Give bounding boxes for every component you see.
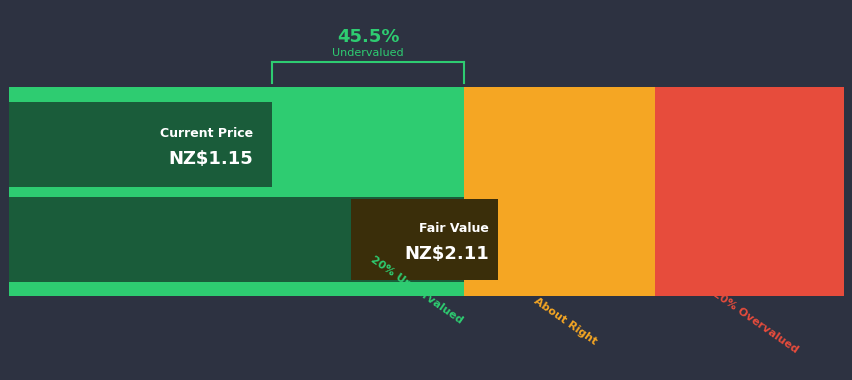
- Text: Current Price: Current Price: [160, 127, 253, 140]
- Bar: [9, 282, 463, 296]
- Text: About Right: About Right: [531, 296, 597, 347]
- Text: NZ$1.15: NZ$1.15: [169, 150, 253, 168]
- Bar: [463, 187, 654, 197]
- Bar: [654, 187, 843, 197]
- Bar: [654, 87, 843, 102]
- Bar: [463, 87, 654, 102]
- Bar: [272, 102, 463, 187]
- Text: 45.5%: 45.5%: [337, 28, 399, 46]
- Bar: [9, 102, 272, 187]
- Text: NZ$2.11: NZ$2.11: [404, 245, 489, 263]
- Bar: [13, 104, 268, 185]
- Text: 20% Undervalued: 20% Undervalued: [368, 254, 463, 326]
- Text: Fair Value: Fair Value: [419, 222, 489, 235]
- Bar: [654, 197, 843, 282]
- Bar: [463, 282, 654, 296]
- Text: 20% Overvalued: 20% Overvalued: [710, 288, 798, 355]
- Bar: [9, 197, 463, 282]
- Bar: [9, 87, 463, 102]
- Bar: [463, 102, 654, 187]
- Bar: [654, 282, 843, 296]
- Text: Undervalued: Undervalued: [331, 48, 403, 58]
- Bar: [351, 199, 497, 280]
- Bar: [654, 102, 843, 187]
- Bar: [9, 187, 463, 197]
- Bar: [463, 197, 654, 282]
